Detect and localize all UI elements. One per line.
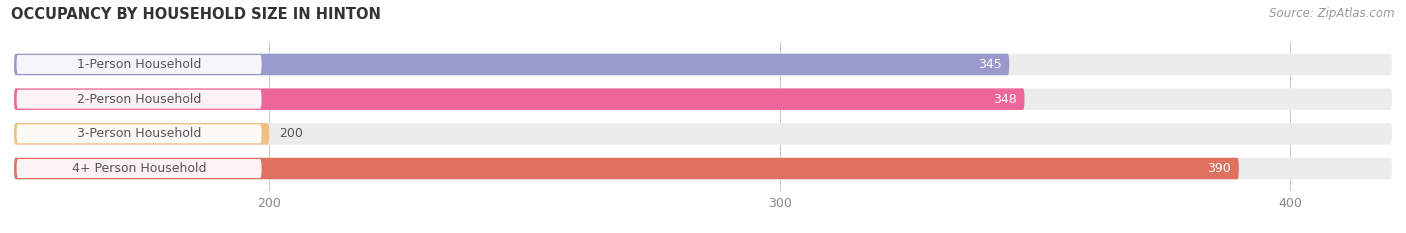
Text: 348: 348 xyxy=(993,93,1017,106)
Text: 4+ Person Household: 4+ Person Household xyxy=(72,162,207,175)
FancyBboxPatch shape xyxy=(17,159,262,178)
FancyBboxPatch shape xyxy=(14,158,1392,179)
FancyBboxPatch shape xyxy=(14,88,1025,110)
FancyBboxPatch shape xyxy=(14,54,1010,75)
FancyBboxPatch shape xyxy=(17,90,262,109)
FancyBboxPatch shape xyxy=(14,123,1392,145)
FancyBboxPatch shape xyxy=(14,123,269,145)
FancyBboxPatch shape xyxy=(17,55,262,74)
FancyBboxPatch shape xyxy=(14,158,1239,179)
FancyBboxPatch shape xyxy=(14,88,1392,110)
Text: 345: 345 xyxy=(977,58,1001,71)
FancyBboxPatch shape xyxy=(17,124,262,143)
Text: OCCUPANCY BY HOUSEHOLD SIZE IN HINTON: OCCUPANCY BY HOUSEHOLD SIZE IN HINTON xyxy=(11,7,381,22)
Text: 200: 200 xyxy=(280,127,304,140)
Text: 3-Person Household: 3-Person Household xyxy=(77,127,201,140)
FancyBboxPatch shape xyxy=(14,54,1392,75)
Text: 2-Person Household: 2-Person Household xyxy=(77,93,201,106)
Text: 1-Person Household: 1-Person Household xyxy=(77,58,201,71)
Text: Source: ZipAtlas.com: Source: ZipAtlas.com xyxy=(1270,7,1395,20)
Text: 390: 390 xyxy=(1208,162,1232,175)
